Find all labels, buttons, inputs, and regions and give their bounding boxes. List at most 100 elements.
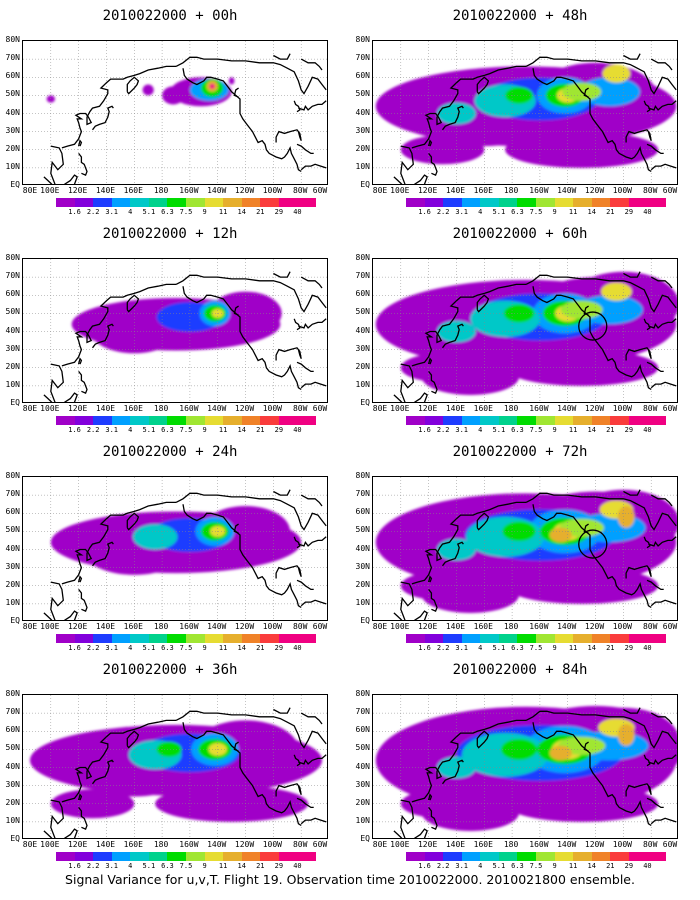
- coastline: [78, 807, 88, 830]
- latitude-axis-labels: 80N 70N 60N 50N 40N 30N 20N 10N EQ: [350, 254, 370, 407]
- coastline: [296, 579, 314, 591]
- colorbar-level-label: 4: [128, 208, 133, 216]
- longitude-tick-label: 140E: [445, 622, 466, 631]
- colorbar-level-label: 40: [643, 862, 652, 870]
- coastline: [650, 817, 677, 825]
- colorbar-swatch: [297, 852, 317, 861]
- latitude-tick-label: 40N: [355, 543, 370, 553]
- coastline: [476, 512, 490, 531]
- colorbar-level-label: 11: [568, 862, 578, 870]
- colorbar-swatch: [498, 416, 518, 425]
- colorbar-level-label: 1.6: [68, 644, 81, 652]
- map-canvas: [373, 41, 677, 184]
- colorbar-swatch: [573, 852, 592, 861]
- longitude-tick-label: 120W: [584, 404, 605, 413]
- longitude-tick-label: 80E: [372, 186, 388, 195]
- map-panel: 2010022000 + 48h 80N 70N 60N 50N 40N 30N 20N 10N…: [350, 0, 690, 222]
- latitude-tick-label: 30N: [5, 779, 20, 789]
- colorbar-level-label: 1.6: [68, 426, 81, 434]
- map-plot: [372, 40, 678, 185]
- longitude-tick-label: 160E: [473, 622, 493, 631]
- longitude-tick-label: 100W: [612, 840, 632, 849]
- map-plot: [22, 40, 328, 185]
- coastline: [650, 163, 677, 171]
- latitude-tick-label: 70N: [5, 707, 20, 717]
- coastline: [182, 68, 302, 173]
- coastline: [293, 754, 301, 767]
- latitude-tick-label: 50N: [5, 307, 20, 317]
- longitude-tick-label: 120W: [584, 622, 605, 631]
- colorbar-level-label: 9: [552, 208, 557, 216]
- colorbar-swatch: [111, 634, 131, 643]
- variance-region: [132, 524, 178, 550]
- colorbar: [56, 634, 317, 643]
- coastline: [78, 371, 88, 394]
- coastline: [400, 581, 414, 620]
- panel-title: 2010022000 + 48h: [452, 8, 588, 24]
- latitude-tick-label: 20N: [5, 797, 20, 807]
- longitude-tick-label: 100E: [390, 186, 410, 195]
- longitude-tick-label: 100E: [390, 622, 410, 631]
- colorbar-swatch: [204, 416, 224, 425]
- coastline: [646, 143, 664, 155]
- latitude-tick-label: 60N: [355, 71, 370, 81]
- variance-shading: [46, 77, 235, 107]
- latitude-tick-label: 60N: [5, 725, 20, 735]
- colorbar-level-label: 21: [256, 426, 265, 434]
- colorbar-level-label: 3.1: [455, 862, 469, 870]
- coastline: [175, 710, 327, 749]
- colorbar-level-label: 3.1: [105, 644, 119, 652]
- latitude-tick-label: 40N: [5, 761, 20, 771]
- colorbar-level-label: 11: [568, 426, 578, 434]
- latitude-tick-label: 30N: [355, 779, 370, 789]
- coastline: [441, 105, 464, 131]
- coastline: [650, 712, 673, 725]
- colorbar-swatch: [573, 416, 592, 425]
- colorbar-swatch: [74, 852, 94, 861]
- colorbar-swatch: [74, 416, 94, 425]
- latitude-tick-label: EQ: [10, 834, 20, 843]
- coastline: [273, 271, 291, 278]
- longitude-tick-label: 120E: [417, 186, 438, 195]
- coastline: [400, 363, 414, 402]
- latitude-tick-label: EQ: [10, 180, 20, 189]
- colorbar-swatch: [167, 852, 187, 861]
- colorbar-swatch: [297, 634, 317, 643]
- longitude-tick-label: 140E: [95, 622, 116, 631]
- latitude-tick-label: 30N: [355, 125, 370, 135]
- longitude-tick-label: 140W: [557, 404, 577, 413]
- longitude-tick-label: 80W: [292, 622, 308, 631]
- coastline: [625, 129, 652, 143]
- colorbar-swatch: [241, 416, 261, 425]
- colorbar-swatch: [74, 634, 94, 643]
- colorbar-level-label: 14: [237, 644, 246, 652]
- latitude-tick-label: 80N: [5, 689, 20, 698]
- panel-title: 2010022000 + 00h: [102, 8, 238, 24]
- coastline: [428, 153, 438, 176]
- colorbar-level-label: 3.1: [105, 208, 119, 216]
- colorbar-swatch: [223, 634, 242, 643]
- latitude-tick-label: 80N: [5, 471, 20, 480]
- coastline: [233, 741, 239, 752]
- coastline: [476, 76, 490, 95]
- colorbar-swatch: [260, 198, 279, 207]
- coastline: [625, 347, 652, 361]
- latitude-tick-label: 80N: [5, 35, 20, 44]
- latitude-tick-label: 40N: [355, 761, 370, 771]
- colorbar-level-label: 9: [202, 208, 207, 216]
- longitude-tick-label: 100W: [262, 840, 282, 849]
- latitude-tick-label: 50N: [5, 89, 20, 99]
- map-plot: [22, 476, 328, 621]
- colorbar-swatch: [111, 852, 131, 861]
- colorbar-swatch: [647, 852, 667, 861]
- longitude-tick-label: 80W: [642, 840, 658, 849]
- coastline: [300, 381, 327, 389]
- latitude-tick-label: 70N: [355, 271, 370, 281]
- colorbar-swatch: [628, 852, 648, 861]
- longitude-tick-label: 60W: [662, 186, 678, 195]
- colorbar-swatch: [591, 634, 611, 643]
- coastline: [77, 793, 83, 801]
- variance-shading: [50, 506, 302, 575]
- colorbar-swatch: [167, 198, 187, 207]
- coastline: [393, 612, 403, 620]
